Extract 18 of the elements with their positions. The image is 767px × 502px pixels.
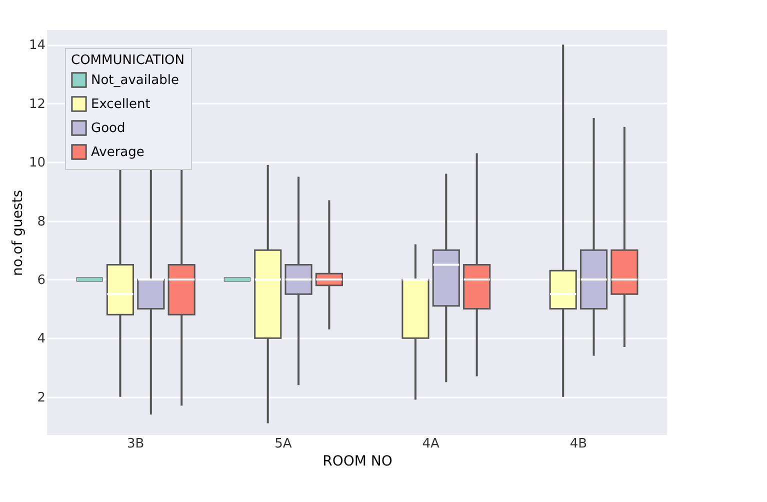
y-tick-label: 14	[28, 38, 46, 54]
x-tick-label: 5A	[274, 436, 292, 452]
y-tick-label: 2	[37, 390, 46, 406]
y-axis-title: no.of guests	[10, 190, 26, 276]
y-tick-label: 12	[28, 96, 46, 112]
y-tick-label: 10	[28, 156, 46, 171]
legend-label: Good	[91, 121, 126, 136]
x-tick-label: 3B	[126, 436, 144, 452]
legend-title: COMMUNICATION	[71, 53, 185, 68]
y-tick-label: 4	[37, 332, 46, 347]
y-tick-label: 8	[37, 214, 46, 230]
legend-label: Not_available	[91, 73, 179, 88]
x-tick-label: 4B	[570, 436, 588, 452]
legend-label: Excellent	[91, 97, 150, 112]
x-axis-title: ROOM NO	[322, 454, 392, 470]
y-tick-label: 6	[37, 272, 46, 288]
x-tick-label: 4A	[422, 436, 440, 452]
legend-label: Average	[91, 145, 144, 160]
